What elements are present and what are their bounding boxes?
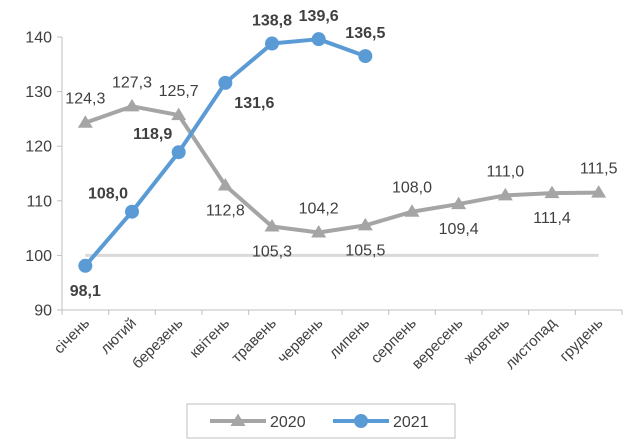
data-label-2021: 136,5 xyxy=(345,25,385,42)
marker-2021 xyxy=(78,258,93,273)
marker-2020 xyxy=(264,218,280,232)
legend-label-2021: 2021 xyxy=(393,414,429,431)
marker-2020 xyxy=(357,217,373,231)
data-label-2021: 131,6 xyxy=(234,95,274,112)
y-tick-label: 110 xyxy=(26,193,52,210)
x-tick-label: вересень xyxy=(409,315,467,373)
data-label-2020: 109,4 xyxy=(439,221,479,238)
series-2020 xyxy=(77,98,607,238)
marker-2020 xyxy=(77,115,93,128)
marker-2021 xyxy=(171,145,186,160)
x-tick-label: лютий xyxy=(97,315,140,358)
marker-2021 xyxy=(358,49,373,64)
data-label-2020: 111,5 xyxy=(580,161,618,178)
legend-label-2020: 2020 xyxy=(270,414,306,431)
data-label-2021: 139,6 xyxy=(299,8,339,25)
x-tick-label: травень xyxy=(228,315,280,367)
data-label-2020: 112,8 xyxy=(206,203,245,220)
data-label-2021: 138,8 xyxy=(252,13,292,30)
data-label-2020: 105,3 xyxy=(252,243,292,260)
marker-2021 xyxy=(125,204,139,219)
marker-2021 xyxy=(265,36,279,51)
x-tick-label: липень xyxy=(326,315,373,362)
data-label-2020: 104,2 xyxy=(299,200,339,217)
marker-2020 xyxy=(217,178,233,191)
x-tick-label: червень xyxy=(274,315,326,367)
marker-2021 xyxy=(311,32,326,47)
marker-2020 xyxy=(451,196,467,210)
x-tick-label: листопад xyxy=(502,315,560,373)
marker-2020 xyxy=(311,224,327,238)
data-label-2020: 111,0 xyxy=(486,163,524,180)
marker-2020 xyxy=(544,185,560,199)
y-tick-label: 130 xyxy=(25,84,52,101)
marker-2020 xyxy=(497,187,513,201)
data-label-2021: 108,0 xyxy=(88,186,128,203)
marker-2020 xyxy=(171,107,187,121)
data-label-2020: 108,0 xyxy=(392,180,432,197)
x-tick-label: березень xyxy=(129,315,187,373)
legend-marker-2020 xyxy=(230,413,246,426)
y-tick-label: 120 xyxy=(25,139,52,156)
data-labels: 124,3 127,3 125,7 112,8 105,3 104,2 105,5 108,0… xyxy=(65,8,617,300)
data-label-2020: 111,4 xyxy=(533,210,571,227)
data-label-2020: 127,3 xyxy=(112,74,152,91)
series-2021 xyxy=(78,32,373,273)
x-tick-label: квітень xyxy=(186,315,233,362)
data-label-2021: 118,9 xyxy=(133,126,172,143)
data-label-2020: 105,5 xyxy=(345,242,385,259)
series-line-2020 xyxy=(84,104,599,235)
legend-marker-2021 xyxy=(354,414,368,428)
legend: 2020 2021 xyxy=(186,403,456,439)
y-tick-label: 90 xyxy=(34,303,52,320)
data-label-2021: 98,1 xyxy=(70,283,101,300)
marker-2020 xyxy=(404,204,420,217)
y-tick-label: 100 xyxy=(25,248,52,265)
marker-2020 xyxy=(591,185,607,198)
marker-2020 xyxy=(124,98,140,112)
x-tick-label: січень xyxy=(51,315,94,358)
x-tick-label: грудень xyxy=(556,315,606,365)
data-label-2020: 125,7 xyxy=(159,83,199,100)
data-label-2020: 124,3 xyxy=(65,91,105,108)
y-tick-label: 140 xyxy=(25,30,52,47)
marker-2021 xyxy=(218,75,233,90)
